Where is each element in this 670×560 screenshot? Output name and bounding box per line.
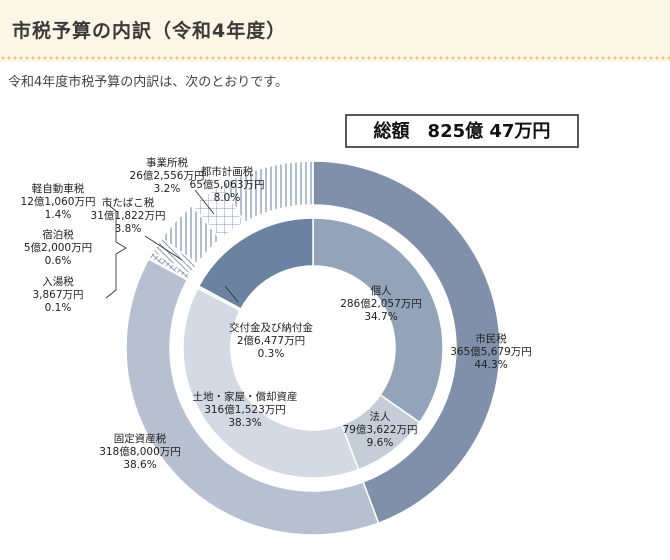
- label-nyutozei-amount: 3,867万円: [32, 289, 83, 301]
- label-jigyoshozei-percent: 3.2%: [154, 183, 181, 195]
- label-kojin-percent: 34.7%: [364, 311, 397, 323]
- label-nyutozei-percent: 0.1%: [45, 302, 72, 314]
- leader-lines: [105, 189, 239, 303]
- label-nyutozei-name: 入湯税: [42, 275, 74, 288]
- label-hojin-name: 法人: [370, 410, 391, 423]
- slices-group: [125, 160, 501, 536]
- label-tochi-kaoku-amount: 316億1,523万円: [204, 403, 286, 416]
- label-kotei-shisanzei-amount: 318億8,000万円: [99, 445, 181, 458]
- leader-bracket: [105, 202, 127, 299]
- label-keijidoshazei-percent: 1.4%: [45, 209, 72, 221]
- total-label: 総額 825億 47万円: [374, 120, 551, 142]
- slice-toshikeikakuzei: [221, 160, 314, 224]
- label-shitabakozei-amount: 31億1,822万円: [91, 209, 166, 222]
- total-box: [345, 114, 579, 148]
- header-dotted-border: [0, 55, 670, 61]
- label-kojin-name: 個人: [371, 284, 392, 297]
- label-shitabakozei-name: 市たばこ税: [102, 196, 155, 209]
- label-shukuhakuzei-amount: 5億2,000万円: [24, 241, 92, 254]
- intro-text: 令和4年度市税予算の内訳は、次のとおりです。: [8, 75, 288, 90]
- donut-hole: [231, 266, 395, 430]
- label-hojin-amount: 79億3,622万円: [343, 423, 418, 436]
- label-shitabakozei-percent: 3.8%: [115, 223, 142, 235]
- label-kofukin-amount: 2億6,477万円: [237, 334, 305, 347]
- label-tochi-kaoku-percent: 38.3%: [228, 417, 261, 429]
- label-shukuhakuzei-percent: 0.6%: [45, 255, 72, 267]
- label-kofukin-name: 交付金及び納付金: [229, 321, 313, 334]
- label-keijidoshazei-amount: 12億1,060万円: [21, 195, 96, 208]
- page-title: 市税予算の内訳（令和4年度）: [12, 20, 287, 42]
- label-keijidoshazei-name: 軽自動車税: [32, 182, 85, 195]
- label-toshikeikakuzei-name: 都市計画税: [201, 165, 254, 178]
- label-jigyoshozei-amount: 26億2,556万円: [130, 169, 205, 182]
- slice-shiminzei: [312, 160, 501, 525]
- label-toshikeikakuzei-amount: 65億5,063万円: [190, 178, 265, 191]
- label-shiminzei-amount: 365億5,679万円: [450, 345, 532, 358]
- label-kotei-shisanzei-name: 固定資産税: [114, 432, 167, 445]
- label-shiminzei-percent: 44.3%: [474, 359, 507, 371]
- label-kotei-shisanzei-percent: 38.6%: [123, 459, 156, 471]
- label-shukuhakuzei-name: 宿泊税: [42, 228, 74, 241]
- slice-kotei-shisanzei: [125, 257, 380, 536]
- label-kojin-amount: 286億2,057万円: [340, 297, 422, 310]
- leader-kofukin: [224, 285, 239, 303]
- label-jigyoshozei-name: 事業所税: [146, 156, 188, 169]
- label-toshikeikakuzei-percent: 8.0%: [214, 192, 241, 204]
- label-hojin-percent: 9.6%: [367, 437, 394, 449]
- page-header: 市税予算の内訳（令和4年度）: [0, 0, 670, 62]
- label-kofukin-percent: 0.3%: [258, 348, 285, 360]
- leader-jigyoshozei: [194, 189, 215, 215]
- label-shiminzei-name: 市民税: [475, 332, 507, 345]
- slice-tochi-kaoku: [182, 287, 360, 479]
- label-tochi-kaoku-name: 土地・家屋・償却資産: [193, 390, 298, 403]
- leader-shitabakozei: [144, 235, 183, 261]
